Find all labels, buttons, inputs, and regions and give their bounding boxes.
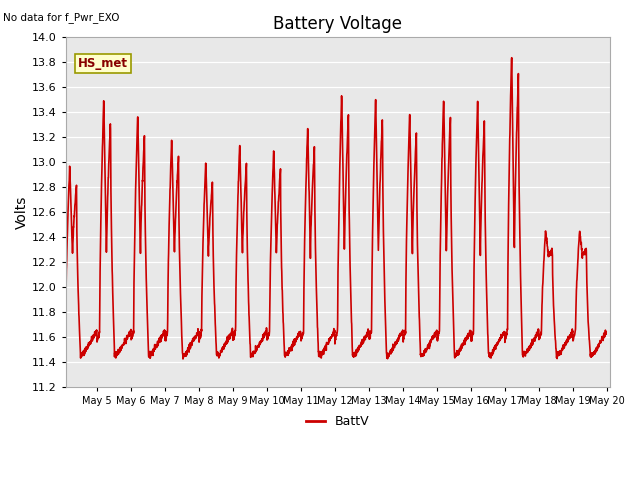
Title: Battery Voltage: Battery Voltage — [273, 15, 403, 33]
Text: HS_met: HS_met — [77, 57, 127, 70]
Y-axis label: Volts: Volts — [15, 195, 29, 229]
Text: No data for f_Pwr_EXO: No data for f_Pwr_EXO — [3, 12, 120, 23]
Legend: BattV: BattV — [301, 410, 374, 433]
